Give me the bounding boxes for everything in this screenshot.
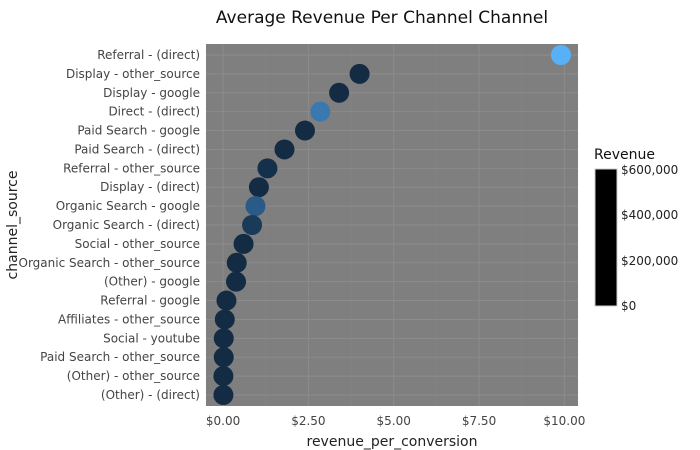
data-point — [329, 82, 350, 103]
data-point — [550, 45, 571, 65]
data-point — [310, 101, 331, 122]
data-point — [213, 366, 234, 387]
data-point — [233, 233, 254, 254]
y-tick-label: Paid Search - google — [77, 124, 200, 138]
y-tick-label: Organic Search - other_source — [19, 256, 201, 270]
y-axis-tick-labels: Referral - (direct) Display - other_sourc… — [19, 48, 201, 402]
legend-label: $0 — [621, 299, 636, 313]
data-point — [226, 252, 247, 273]
y-tick-label: Display - google — [103, 86, 200, 100]
data-point — [213, 385, 234, 405]
legend-label: $600,000 — [621, 163, 678, 177]
y-tick-label: Display - (direct) — [100, 180, 200, 194]
legend-label: $400,000 — [621, 208, 678, 222]
y-tick-label: Organic Search - (direct) — [53, 218, 200, 232]
data-point — [248, 177, 269, 198]
legend-labels: $600,000 $400,000 $200,000 $0 — [621, 163, 678, 313]
x-tick-label: $7.50 — [462, 414, 496, 428]
data-point — [257, 158, 278, 179]
data-point — [274, 139, 295, 160]
x-tick-label: $2.50 — [291, 414, 325, 428]
data-point — [294, 120, 315, 141]
y-tick-label: Affiliates - other_source — [58, 312, 200, 326]
data-point — [245, 196, 266, 217]
y-tick-label: Social - youtube — [103, 331, 200, 345]
data-point — [226, 271, 247, 292]
data-points — [213, 45, 571, 405]
data-point — [213, 328, 234, 349]
gridlines — [206, 44, 578, 406]
legend-label: $200,000 — [621, 254, 678, 268]
y-tick-label: (Other) - (direct) — [101, 388, 200, 402]
y-tick-label: Referral - other_source — [63, 161, 200, 175]
y-axis-title: channel_source — [5, 171, 21, 280]
legend-colorbar — [594, 168, 618, 307]
legend-title: Revenue — [594, 147, 655, 163]
legend: Revenue $600,000 $400,000 $200,000 $0 — [594, 147, 678, 313]
y-tick-label: (Other) - other_source — [67, 369, 200, 383]
x-axis-title: revenue_per_conversion — [307, 434, 478, 450]
x-tick-label: $0.00 — [206, 414, 240, 428]
data-point — [214, 309, 235, 330]
y-tick-label: Organic Search - google — [56, 199, 200, 213]
y-tick-label: Display - other_source — [66, 67, 200, 81]
y-tick-label: Paid Search - (direct) — [74, 142, 200, 156]
y-tick-label: Social - other_source — [75, 237, 200, 251]
y-tick-label: (Other) - google — [104, 275, 200, 289]
chart-title: Average Revenue Per Channel Channel — [216, 8, 548, 28]
data-point — [242, 215, 263, 235]
data-point — [349, 63, 370, 84]
x-tick-label: $10.00 — [543, 414, 585, 428]
y-tick-label: Referral - (direct) — [97, 48, 200, 62]
data-point — [216, 290, 237, 311]
y-tick-label: Direct - (direct) — [108, 105, 200, 119]
y-tick-label: Paid Search - other_source — [40, 350, 200, 364]
data-point — [213, 347, 234, 368]
x-tick-label: $5.00 — [377, 414, 411, 428]
x-axis-tick-labels: $0.00 $2.50 $5.00 $7.50 $10.00 — [206, 414, 585, 428]
y-tick-label: Referral - google — [100, 294, 200, 308]
